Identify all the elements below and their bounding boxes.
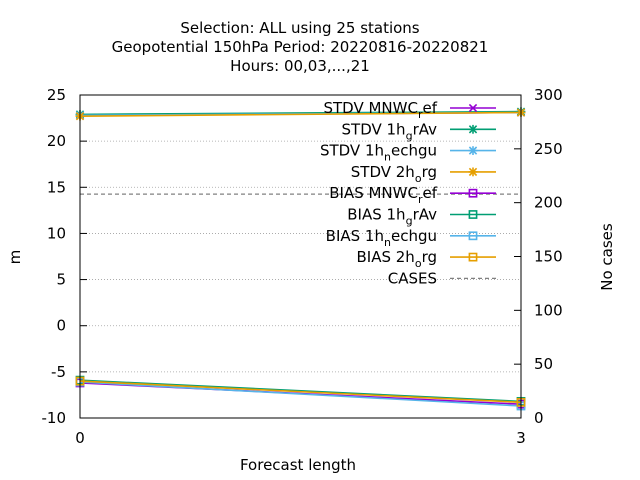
title-line: Hours: 00,03,...,21 [230,57,370,75]
y-tick-label: 15 [47,178,66,196]
legend-marker [468,210,478,219]
legend-item: CASES [388,269,496,287]
legend-label: BIAS 1hgrAv [347,206,437,228]
x-tick-label: 3 [516,429,526,447]
y2-tick-label: 0 [534,409,544,427]
y2-axis-label: No cases [598,223,616,291]
legend-label: BIAS MNWCref [329,184,437,206]
legend-item: STDV 1hnechgu [320,142,496,164]
y-tick-label: 0 [56,317,66,335]
y-tick-label: 25 [47,86,66,104]
legend-label: BIAS 1hnechgu [326,227,437,249]
x-axis-label: Forecast length [240,456,356,474]
y2-tick-label: 250 [534,140,563,158]
title-line: Geopotential 150hPa Period: 20220816-202… [112,38,489,56]
legend-marker [468,231,478,241]
y-tick-label: 10 [47,224,66,242]
legend-marker [468,252,478,262]
title-line: Selection: ALL using 25 stations [180,19,419,37]
y-tick-label: 5 [56,271,66,289]
legend-label: STDV 1hgrAv [342,120,438,142]
y-axis-label: m [6,250,24,265]
y-tick-label: -10 [42,409,67,427]
legend-item: STDV 1hgrAv [342,120,496,142]
y2-tick-label: 50 [534,355,553,373]
chart-title: Selection: ALL using 25 stationsGeopoten… [112,19,489,75]
legend-label: CASES [388,269,437,287]
series-line [79,111,522,117]
legend-marker [468,103,478,113]
legend-item: BIAS 2horg [357,248,496,270]
series-layer [75,107,526,411]
y2-tick-label: 300 [534,86,563,104]
series-line [79,110,522,116]
legend-item: BIAS 1hnechgu [326,227,496,249]
legend-label: STDV MNWCref [323,99,437,121]
legend-item: STDV 2horg [351,163,496,185]
legend-label: STDV 1hnechgu [320,142,437,164]
y2-tick-label: 200 [534,194,563,212]
legend-item: STDV MNWCref [323,99,496,121]
legend-label: STDV 2horg [351,163,437,185]
y-tick-label: -5 [51,363,66,381]
legend-item: BIAS MNWCref [329,184,496,206]
legend-label: BIAS 2horg [357,248,438,270]
legend-marker [468,188,478,198]
series-line [79,380,522,404]
series-line [79,381,522,407]
x-tick-label: 0 [75,429,85,447]
y-tick-label: 20 [47,132,66,150]
y2-tick-label: 100 [534,301,563,319]
series-line [79,379,522,403]
y2-tick-label: 150 [534,248,563,266]
legend-item: BIAS 1hgrAv [347,206,496,228]
